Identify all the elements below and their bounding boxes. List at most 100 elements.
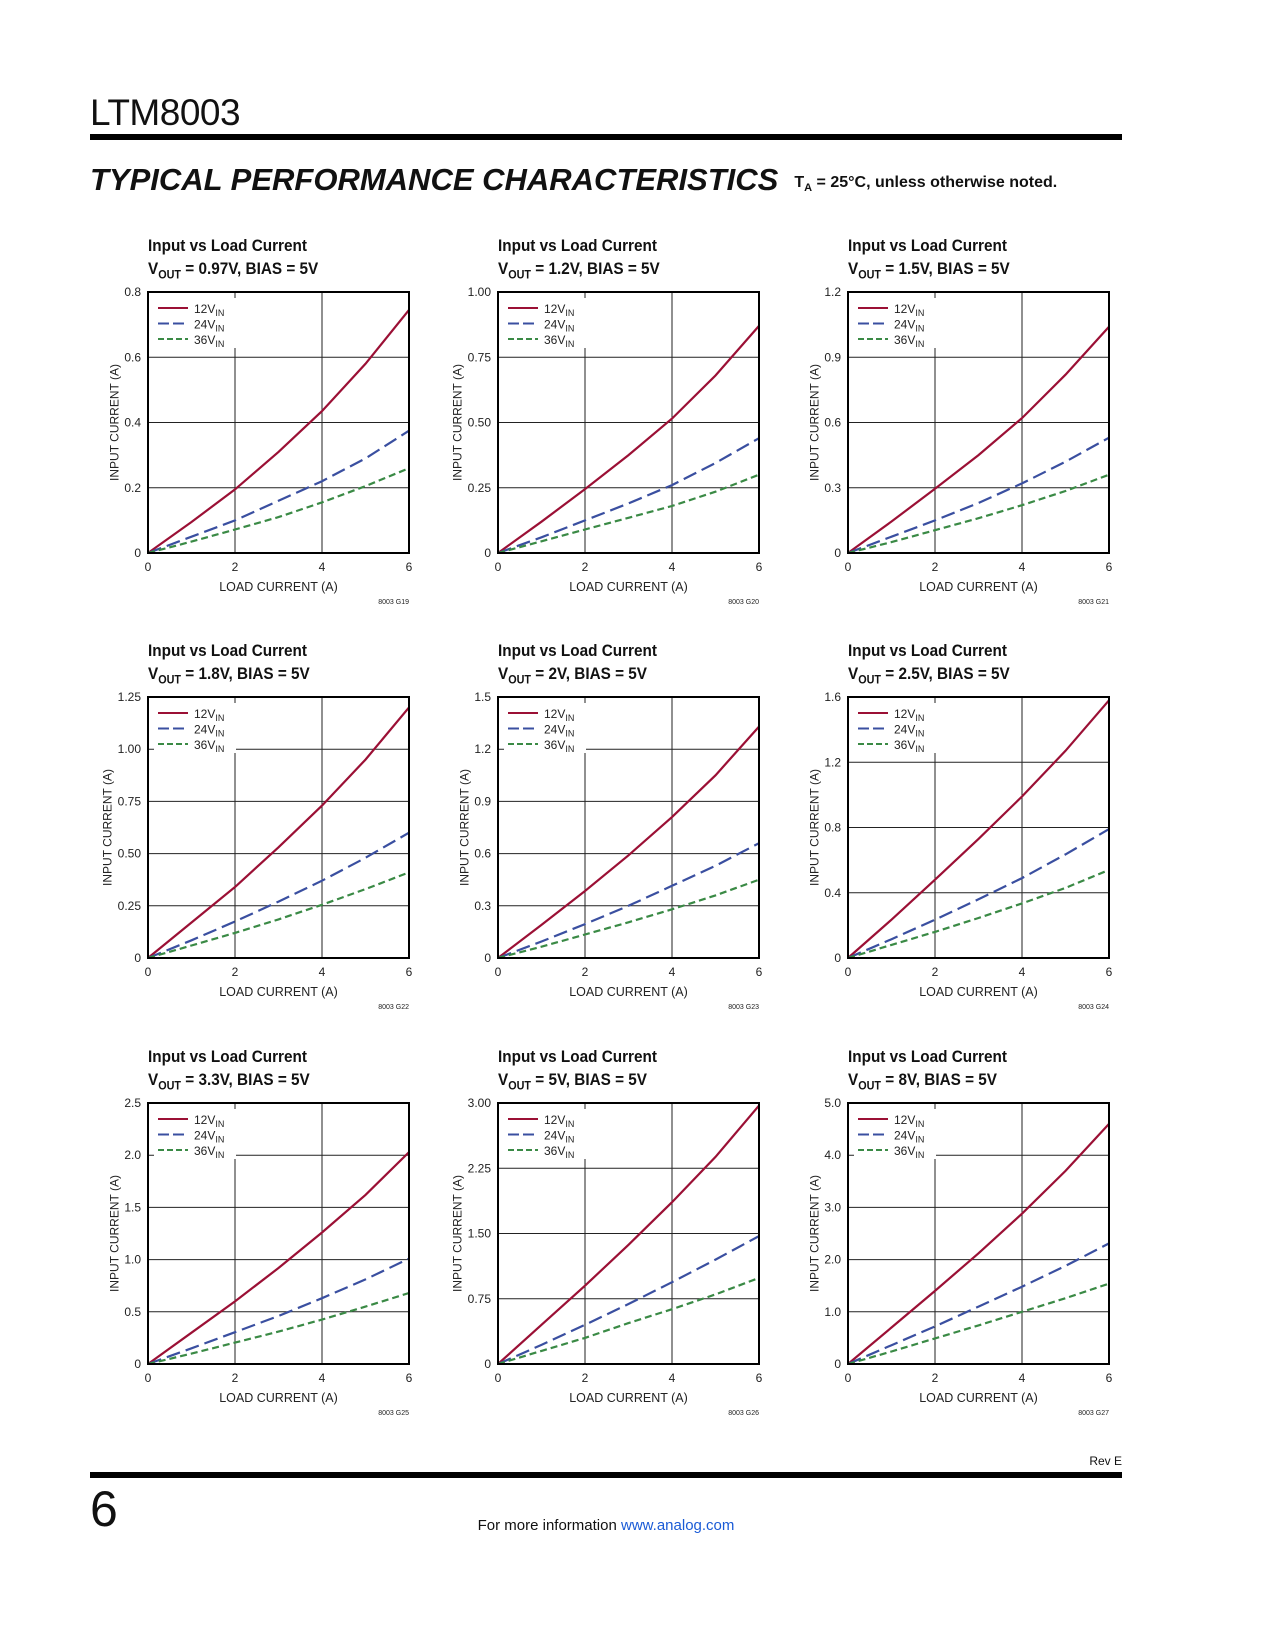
series-line-12VIN: [147, 706, 410, 959]
figure-code: 8003 G26: [728, 1410, 759, 1417]
legend-name: 12V: [894, 707, 915, 721]
y-tick-label: 0.9: [474, 794, 491, 808]
series-line-36VIN: [147, 1291, 410, 1366]
y-tick-label: 0.75: [468, 350, 492, 364]
y-tick-label: 0: [834, 951, 841, 965]
chart-subtitle: VOUT = 2V, BIAS = 5V: [498, 662, 657, 691]
legend-sub: IN: [215, 713, 224, 723]
chart-title: Input vs Load Current VOUT = 8V, BIAS = 5…: [848, 1045, 1007, 1097]
legend-sub: IN: [565, 339, 574, 349]
x-axis-label: LOAD CURRENT (A): [919, 580, 1038, 594]
subtitle-v: V: [848, 259, 859, 278]
series-line-24VIN: [497, 842, 760, 960]
x-axis-label: LOAD CURRENT (A): [219, 580, 338, 594]
y-tick-label: 0: [134, 546, 141, 560]
legend-sub: IN: [565, 1119, 574, 1129]
chart-title: Input vs Load Current VOUT = 2V, BIAS = 5…: [498, 639, 657, 691]
x-tick-label: 4: [669, 965, 676, 979]
x-tick-label: 6: [406, 1371, 413, 1385]
y-tick-label: 1.25: [118, 690, 142, 704]
legend-label: 36VIN: [544, 738, 574, 754]
chart-title: Input vs Load Current VOUT = 1.2V, BIAS =…: [498, 234, 660, 286]
legend-label: 12VIN: [194, 1113, 224, 1129]
legend-sub: IN: [915, 308, 924, 318]
figure-code: 8003 G23: [728, 1004, 759, 1011]
x-tick-label: 0: [845, 560, 852, 574]
y-axis-label: INPUT CURRENT (A): [457, 769, 471, 886]
legend-label: 36VIN: [894, 738, 924, 754]
legend-label: 24VIN: [544, 1129, 574, 1145]
x-tick-label: 4: [319, 1371, 326, 1385]
chart-8: 00.751.502.253.000 2 4 612VIN24VIN36VINLOAD…: [451, 1096, 763, 1417]
x-tick-label: 0: [845, 1371, 852, 1385]
y-tick-label: 0.4: [824, 886, 841, 900]
subtitle-rest: = 5V, BIAS = 5V: [531, 1070, 647, 1089]
subtitle-sub: OUT: [858, 672, 882, 687]
series-line-24VIN: [147, 1257, 410, 1366]
legend-name: 36V: [544, 1144, 565, 1158]
legend-sub: IN: [915, 713, 924, 723]
y-tick-label: 1.50: [468, 1227, 492, 1241]
legend-label: 36VIN: [194, 738, 224, 754]
chart-subtitle: VOUT = 3.3V, BIAS = 5V: [148, 1068, 310, 1097]
x-axis-label: LOAD CURRENT (A): [919, 1391, 1038, 1405]
legend-name: 24V: [894, 723, 915, 737]
x-tick-label: 4: [319, 560, 326, 574]
legend-sub: IN: [915, 324, 924, 334]
subtitle-v: V: [498, 664, 509, 683]
y-tick-label: 1.5: [474, 690, 491, 704]
legend-label: 36VIN: [894, 333, 924, 349]
subtitle-v: V: [848, 1070, 859, 1089]
subtitle-rest: = 2.5V, BIAS = 5V: [881, 664, 1010, 683]
legend-name: 24V: [544, 1129, 565, 1143]
x-tick-label: 2: [932, 1371, 939, 1385]
y-tick-label: 0.50: [118, 847, 142, 861]
chart-title: Input vs Load Current VOUT = 1.8V, BIAS =…: [148, 639, 310, 691]
legend-name: 12V: [894, 1113, 915, 1127]
x-tick-label: 6: [406, 560, 413, 574]
x-tick-label: 6: [1106, 1371, 1113, 1385]
plot-frame: [497, 291, 760, 554]
subtitle-sub: OUT: [158, 267, 182, 282]
y-tick-label: 0.3: [824, 481, 841, 495]
subtitle-rest: = 1.8V, BIAS = 5V: [181, 664, 310, 683]
figure-code: 8003 G22: [378, 1004, 409, 1011]
series-line-24VIN: [147, 429, 410, 555]
legend-name: 12V: [894, 302, 915, 316]
x-tick-label: 2: [232, 1371, 239, 1385]
chart-title-line: Input vs Load Current: [848, 1047, 1007, 1066]
legend-name: 36V: [894, 738, 915, 752]
series-line-36VIN: [147, 871, 410, 960]
chart-title-line: Input vs Load Current: [148, 236, 307, 255]
y-axis-label: INPUT CURRENT (A): [107, 1175, 121, 1292]
legend-sub: IN: [565, 744, 574, 754]
plot-frame: [497, 696, 760, 959]
legend-name: 36V: [194, 1144, 215, 1158]
plot-frame: [497, 1102, 760, 1365]
legend-name: 24V: [544, 318, 565, 332]
chart-4: 00.250.500.751.001.250 2 4 612VIN24VIN36VIN…: [101, 690, 413, 1011]
y-tick-label: 4.0: [824, 1148, 841, 1162]
legend-name: 24V: [194, 1129, 215, 1143]
plot-frame: [147, 291, 410, 554]
y-tick-label: 2.0: [824, 1253, 841, 1267]
website-link[interactable]: www.analog.com: [621, 1517, 735, 1534]
plot-frame: [847, 696, 1110, 959]
legend-name: 36V: [544, 333, 565, 347]
x-tick-label: 4: [1019, 965, 1026, 979]
y-axis-label: INPUT CURRENT (A): [451, 364, 465, 481]
series-line-36VIN: [847, 1282, 1110, 1366]
series-line-24VIN: [497, 437, 760, 555]
x-tick-label: 4: [669, 1371, 676, 1385]
legend-name: 24V: [194, 723, 215, 737]
legend-name: 36V: [194, 333, 215, 347]
legend-sub: IN: [915, 744, 924, 754]
legend-label: 24VIN: [894, 1129, 924, 1145]
y-axis-label: INPUT CURRENT (A): [107, 364, 121, 481]
chart-title-line: Input vs Load Current: [848, 641, 1007, 660]
y-tick-label: 0.2: [124, 481, 141, 495]
legend-label: 24VIN: [894, 723, 924, 739]
series-line-24VIN: [147, 831, 410, 960]
